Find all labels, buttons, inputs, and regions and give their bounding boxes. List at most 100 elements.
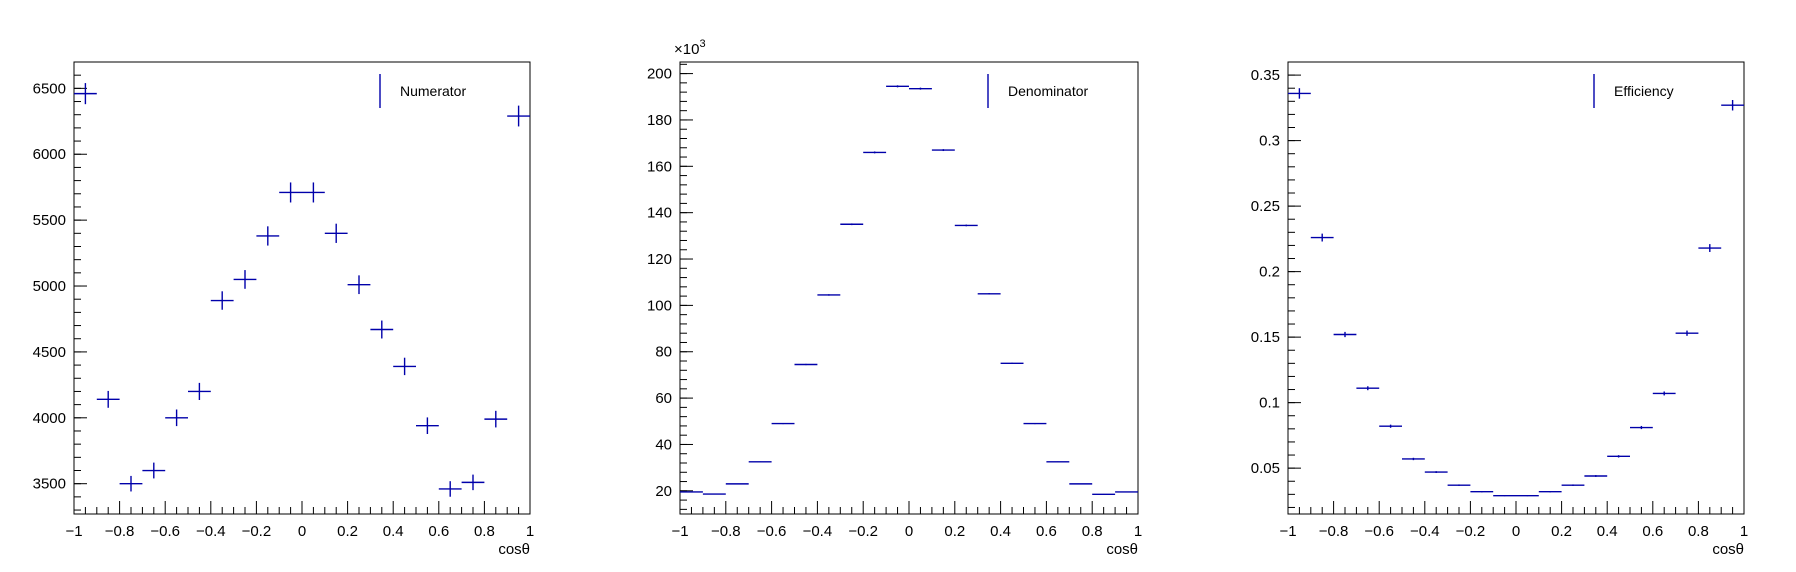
- y-tick-label: 5500: [33, 212, 66, 229]
- data-point: [1356, 386, 1380, 391]
- data-point: [96, 390, 120, 408]
- data-point: [680, 491, 703, 493]
- data-point: [771, 422, 795, 425]
- data-point: [1000, 362, 1024, 365]
- x-tick-label: 0.6: [1642, 523, 1663, 540]
- x-tick-label: 0: [905, 523, 913, 540]
- x-tick-label: 0.2: [337, 523, 358, 540]
- data-point: [1069, 483, 1093, 485]
- data-point: [1698, 244, 1722, 252]
- data-point: [347, 275, 371, 295]
- x-axis-title: cosθ: [1106, 541, 1138, 558]
- y-tick-label: 140: [647, 205, 672, 222]
- data-point: [931, 149, 955, 152]
- chart-panel-3: −1 −0.8 −0.6 −0.4 −0.2 0 0.2 0.4 0.6 0.8 1 0.05 0.1 0…: [1251, 61, 1748, 558]
- y-tick-label: 100: [647, 297, 672, 314]
- data-point: [1288, 88, 1311, 99]
- y-tick-label: 80: [655, 344, 672, 361]
- data-point: [370, 320, 394, 339]
- data-point: [1493, 494, 1516, 497]
- y-tick-label: 20: [655, 483, 672, 500]
- y-tick-label: 200: [647, 66, 672, 83]
- data-point: [256, 226, 280, 246]
- data-point: [1652, 391, 1676, 396]
- y-exponent-label: ×103: [674, 38, 706, 58]
- data-point: [1516, 494, 1539, 497]
- y-tick-label: 6500: [33, 80, 66, 97]
- data-point: [165, 409, 188, 427]
- x-tick-label: 0.4: [990, 523, 1011, 540]
- x-tick-label: −0.8: [1319, 523, 1349, 540]
- data-point: [210, 291, 234, 310]
- y-tick-label: 0.15: [1251, 329, 1280, 346]
- data-point: [817, 294, 841, 296]
- data-point: [725, 483, 749, 485]
- y-tick-label: 3500: [33, 476, 66, 493]
- x-tick-label: 0.2: [944, 523, 965, 540]
- y-tick-label: 4500: [33, 344, 66, 361]
- chart-panel-1: −1 −0.8 −0.6 −0.4 −0.2 0 0.2 0.4 0.6 0.8 1 3500 4000…: [33, 61, 534, 558]
- legend: Denominator: [987, 74, 1088, 108]
- data-point: [954, 224, 978, 227]
- data-point: [794, 363, 818, 366]
- x-tick-label: 0.6: [1036, 523, 1057, 540]
- data-point: [909, 87, 932, 90]
- data-point: [1402, 457, 1425, 461]
- data-point: [1310, 233, 1334, 242]
- data-point: [484, 410, 508, 428]
- x-tick-label: −0.6: [150, 523, 180, 540]
- y-tick-label: 120: [647, 251, 672, 268]
- x-tick-label: 0.8: [1082, 523, 1103, 540]
- data-point: [142, 462, 166, 479]
- x-tick-label: −0.6: [1364, 523, 1394, 540]
- data-point: [119, 475, 143, 492]
- data-point: [840, 223, 864, 226]
- data-point: [1115, 491, 1138, 493]
- legend: Numerator: [379, 74, 466, 108]
- data-point: [748, 461, 772, 463]
- data-point: [1721, 99, 1744, 111]
- legend-label: Denominator: [1008, 83, 1088, 99]
- x-tick-label: −1: [671, 523, 688, 540]
- data-point: [1630, 425, 1653, 430]
- data-point: [1675, 330, 1699, 336]
- legend-label: Numerator: [400, 83, 466, 99]
- x-tick-label: 0.6: [428, 523, 449, 540]
- x-tick-label: −0.4: [196, 523, 226, 540]
- data-point: [1470, 491, 1494, 493]
- x-tick-label: 1: [1740, 523, 1748, 540]
- x-axis-title: cosθ: [1712, 541, 1744, 558]
- data-point: [1424, 471, 1448, 473]
- legend: Efficiency: [1593, 74, 1674, 108]
- x-tick-label: −1: [65, 523, 82, 540]
- data-point: [74, 83, 97, 105]
- data-point: [1447, 484, 1471, 486]
- data-point: [1379, 424, 1402, 428]
- x-tick-label: −0.8: [105, 523, 135, 540]
- x-tick-label: 0.2: [1551, 523, 1572, 540]
- x-tick-label: 0.8: [1688, 523, 1709, 540]
- data-point: [438, 481, 462, 497]
- x-tick-label: −0.2: [1456, 523, 1486, 540]
- x-tick-label: 0.4: [383, 523, 404, 540]
- data-point: [188, 382, 211, 401]
- data-point: [1561, 484, 1585, 486]
- x-tick-label: 0: [1512, 523, 1520, 540]
- data-point: [461, 474, 485, 491]
- data-point: [393, 357, 416, 376]
- y-tick-label: 0.05: [1251, 460, 1280, 477]
- data-point: [977, 293, 1001, 295]
- x-tick-label: 0.4: [1597, 523, 1618, 540]
- data-point: [863, 151, 887, 154]
- y-tick-label: 0.35: [1251, 67, 1280, 84]
- x-tick-label: −0.2: [848, 523, 878, 540]
- plot-frame: [73, 61, 531, 515]
- x-tick-label: −1: [1279, 523, 1296, 540]
- plot-frame: [1287, 61, 1745, 515]
- y-tick-label: 160: [647, 158, 672, 175]
- data-point: [1538, 491, 1562, 493]
- y-tick-label: 0.25: [1251, 198, 1280, 215]
- x-tick-label: 0: [298, 523, 306, 540]
- data-point: [886, 85, 909, 88]
